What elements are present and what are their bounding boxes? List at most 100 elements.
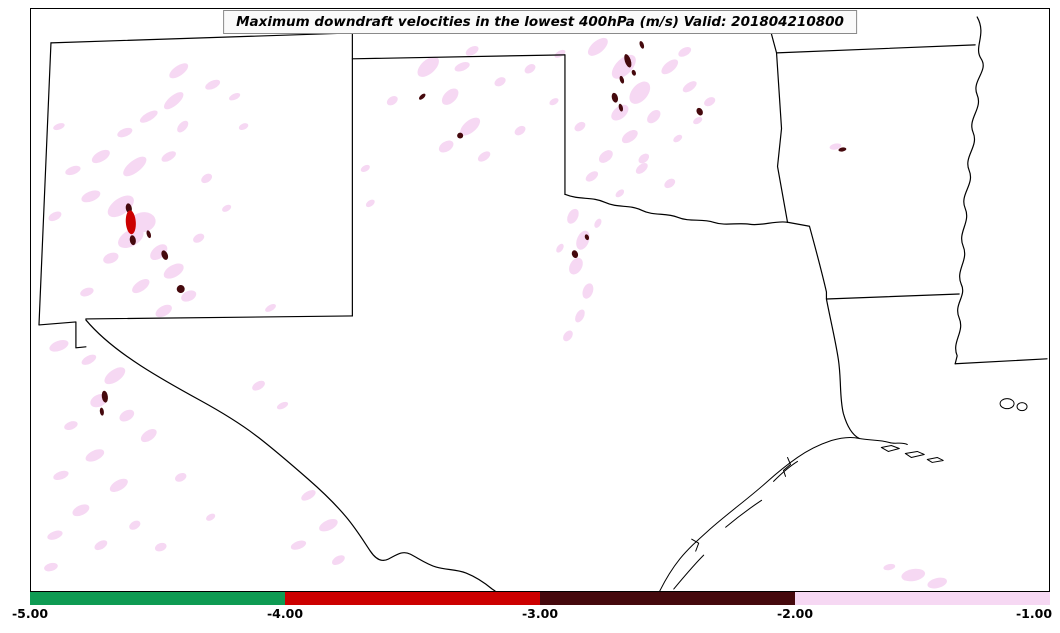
shading-blob [276,401,289,410]
shading-blob [109,478,128,492]
shading-blob [222,204,232,212]
shading-blob [365,199,375,208]
colorbar-tick-label: -3.00 [521,606,559,621]
shading-blob [129,212,156,233]
shading-blob [639,41,645,49]
border-texas-east-sabine [786,221,860,440]
shading-blob [49,340,69,352]
lake-pontchartrain [999,398,1015,410]
colorbar [30,592,1050,605]
shading-blob [624,54,632,68]
shading-blob [332,555,345,566]
shading-blob [163,263,184,279]
shading-blob [567,208,579,224]
shading-blob [611,104,629,121]
shading-blob [838,147,847,152]
shading-blob [81,190,101,203]
shading-blob [477,151,491,162]
galveston-island [773,460,798,482]
shading-blob [265,304,276,312]
padre-island [673,554,705,590]
shading-blob [164,92,184,110]
shading-blob [103,252,119,264]
shading-blob [125,210,136,235]
shading-blob [576,230,590,250]
shading-blob [123,156,147,177]
shading-blob [181,290,197,302]
shading-blob [150,244,168,261]
shading-blob [661,59,679,75]
shading-blob [631,69,636,76]
shading-blob [201,173,213,184]
shading-blob [582,283,594,299]
shading-blob [64,421,78,431]
shading-blob [584,234,590,241]
shading-blob [290,540,307,550]
shading-blob [693,117,703,125]
shading-blob [238,123,249,131]
border-missouri-arkansas [775,44,976,54]
shading-blob [618,103,624,112]
corpus-christi-bay [691,538,700,552]
shading-blob [81,354,97,365]
shading-blob [563,330,573,342]
shading-blob [107,195,134,218]
shading-blob [457,132,464,139]
shading-blob [465,45,479,56]
shading-blob [146,230,152,239]
shading-blob [664,178,676,189]
colorbar-tick-label: -4.00 [266,606,304,621]
shading-blob [91,149,110,164]
shading-blob [155,304,172,318]
colorbar-tick-label: -5.00 [11,606,49,621]
shading-blob [621,129,638,144]
shading-blob [441,88,459,105]
colorbar-segment--4-to--3 [285,592,540,605]
shading-blob [682,81,697,93]
shading-blob [169,63,189,79]
shading-blob [104,367,126,385]
shading-blob [594,218,602,228]
shading-blob [587,37,608,56]
shading-blob [611,54,636,79]
shading-blob [638,153,650,164]
shading-blob [161,250,169,260]
shading-blob [129,235,136,246]
shading-blob [193,233,205,243]
louisiana-island-1 [880,445,900,452]
shading-blob [360,164,370,173]
shading-blob [704,97,716,107]
shading-blob [598,150,613,163]
shading-blob [47,530,63,540]
gulf-coastline [659,398,1028,591]
shading-blob [454,62,470,72]
colorbar-tick-label: -2.00 [776,606,814,621]
shading-blob [901,568,926,582]
shading-blob [460,117,481,136]
shading-blob [139,110,158,123]
shading-blob [154,542,167,552]
shading-blob [94,540,108,551]
shading-blob [569,257,583,275]
border-new-mexico-south-bootheel [38,321,87,349]
shading-blob [53,470,69,481]
shading-blob [571,250,579,259]
shading-blob [176,285,185,294]
colorbar-segment--2-to--1 [795,592,1050,605]
shading-blob [119,409,135,422]
shading-blob [301,490,316,501]
lake-maurepas [1016,402,1028,412]
downdraft-shading-layers [44,37,947,589]
shading-blob [514,125,526,136]
border-texas-newmexico-32n [85,315,353,320]
shading-blob [615,189,625,198]
shading-blob [556,243,564,253]
shading-downdraft-4-to-3 [125,210,136,235]
colorbar-segment--5-to--4 [30,592,285,605]
map-canvas: Maximum downdraft velocities in the lowe… [30,8,1050,592]
shading-blob [585,171,599,182]
shading-blob [140,428,157,443]
shading-blob [129,520,141,530]
shading-blob [673,134,683,143]
